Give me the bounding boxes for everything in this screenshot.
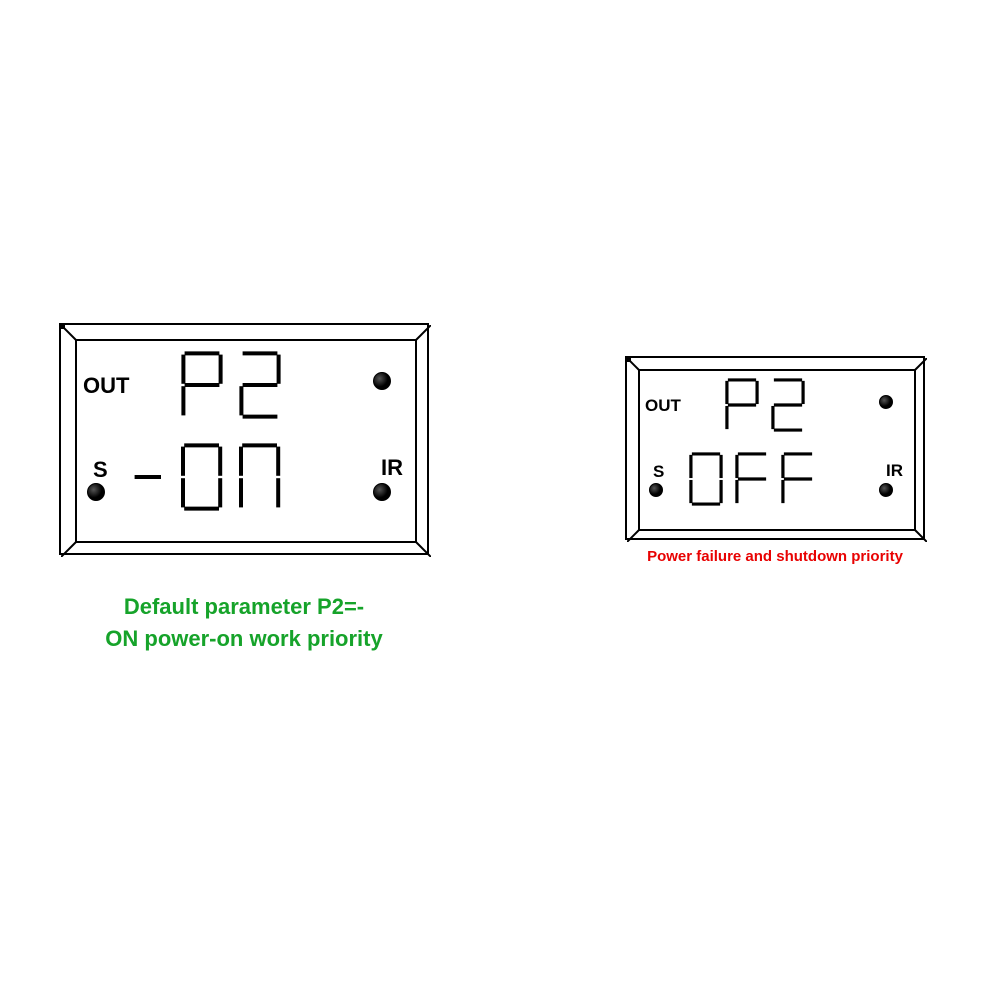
s-button[interactable]: [649, 483, 663, 497]
display-bottom-row: [131, 443, 297, 520]
up-button[interactable]: [373, 372, 391, 390]
display-bottom-row: [689, 452, 827, 515]
s-label: S: [93, 457, 108, 483]
down-ir-button[interactable]: [879, 483, 893, 497]
out-label: OUT: [83, 373, 129, 399]
device-panel-right: OUT S IR: [625, 356, 925, 540]
right-caption-line1: Power failure and shutdown priority: [605, 548, 945, 565]
ir-label: IR: [886, 461, 903, 481]
left-caption-line1: Default parameter P2=-: [59, 594, 429, 620]
display-top-row: [725, 378, 817, 441]
display-top-row: [181, 351, 297, 428]
s-button[interactable]: [87, 483, 105, 501]
device-panel-left: OUT S IR: [59, 323, 429, 555]
out-label: OUT: [645, 396, 681, 416]
down-ir-button[interactable]: [373, 483, 391, 501]
left-caption-line2: ON power-on work priority: [59, 626, 429, 652]
ir-label: IR: [381, 455, 403, 481]
s-label: S: [653, 462, 664, 482]
up-button[interactable]: [879, 395, 893, 409]
